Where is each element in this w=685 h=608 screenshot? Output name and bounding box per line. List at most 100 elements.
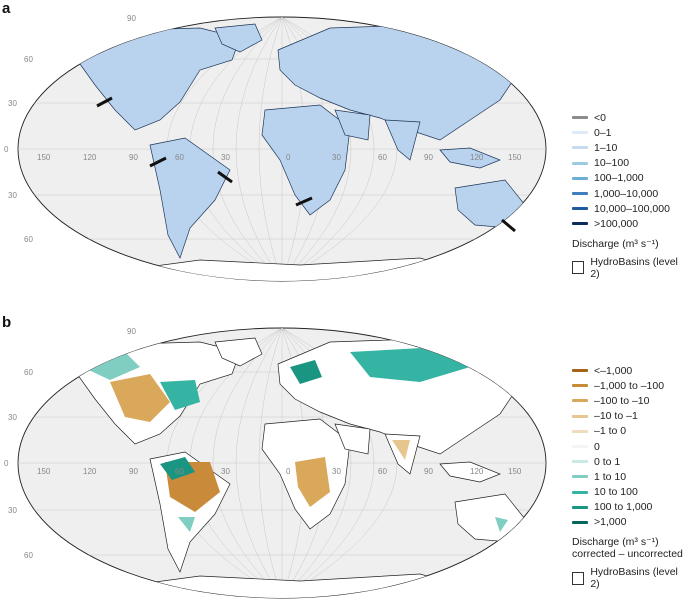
lat-label-top-b: 90: [127, 327, 136, 336]
india-a: [384, 119, 421, 161]
legend-swatch: [572, 176, 588, 180]
lon-label-a-120w: 120: [83, 153, 97, 162]
north-america-a: [69, 27, 241, 131]
legend-swatch: [572, 369, 588, 373]
legend-swatch: [572, 475, 588, 479]
panel-b-map: 90 60 30 0 30 60 150 120 90 60 30 0 30 6…: [4, 327, 547, 599]
legend-label: 0 to 1: [594, 455, 621, 468]
legend-label: –100 to –10: [594, 394, 650, 407]
legend-swatch: [572, 505, 588, 509]
lat-label-b-60n: 60: [24, 368, 33, 377]
lat-label-a-30n: 30: [8, 99, 17, 108]
lon-label-b-120w: 120: [83, 467, 97, 476]
lon-label-b-30w: 30: [221, 467, 230, 476]
legend-swatch: [572, 399, 588, 403]
greenland-b: [214, 337, 263, 367]
patch-siberia-teal: [350, 347, 470, 382]
legend-label: 10 to 100: [594, 486, 638, 499]
lon-label-b-90e: 90: [424, 467, 433, 476]
legend-swatch: [572, 429, 588, 433]
legend-swatch: [572, 222, 588, 226]
basin-outline-swatch: [572, 571, 585, 585]
patch-amazon-teal: [160, 457, 195, 480]
legend-b-title: Discharge (m³ s⁻¹): [572, 536, 659, 549]
panel-b-legend-item: –10 to –1: [572, 409, 684, 424]
lon-label-b-150e: 150: [508, 467, 522, 476]
patch-europe-teal: [290, 360, 322, 384]
panel-a-legend-item: 10–100: [572, 156, 684, 171]
panel-a-label: a: [2, 0, 11, 17]
legend-label: 10,000–100,000: [594, 202, 670, 215]
legend-label: >100,000: [594, 217, 639, 230]
legend-label: 100 to 1,000: [594, 501, 653, 514]
legend-label: >1,000: [594, 516, 627, 529]
patch-na-teal: [80, 352, 140, 380]
legend-a-basins-label: HydroBasins (level 2): [590, 255, 678, 280]
legend-label: –1 to 0: [594, 425, 627, 438]
lon-label-a-150w: 150: [37, 153, 51, 162]
difference-patches-b: [80, 347, 508, 532]
lon-label-a-30e: 30: [332, 153, 341, 162]
legend-label: 1–10: [594, 141, 618, 154]
lat-label-b-0: 0: [4, 459, 9, 468]
legend-swatch: [572, 445, 588, 449]
legend-label: <0: [594, 111, 606, 124]
patch-australia-teal: [495, 517, 508, 532]
legend-swatch: [572, 520, 588, 524]
panel-a-legend-item: 0–1: [572, 125, 684, 140]
lon-label-a-0: 0: [286, 153, 291, 162]
lon-label-a-120e: 120: [470, 153, 484, 162]
panel-a-legend-item: >100,000: [572, 216, 684, 231]
panel-a-legend-item: 1–10: [572, 140, 684, 155]
lat-label-a-60n: 60: [24, 55, 33, 64]
arabia-a: [334, 109, 371, 141]
panel-b-legend-item: 0 to 1: [572, 454, 684, 469]
lon-label-b-90w: 90: [129, 467, 138, 476]
panel-b-legend-item: 1 to 10: [572, 469, 684, 484]
legend-b-basins: HydroBasins (level 2): [572, 566, 684, 590]
legend-label: 0–1: [594, 126, 612, 139]
arabia-b: [334, 423, 371, 455]
legend-label: –1,000 to –100: [594, 379, 665, 392]
south-america-a: [149, 137, 231, 259]
lon-label-a-60w: 60: [175, 153, 184, 162]
land-a: [69, 23, 526, 259]
legend-b: <–1,000 –1,000 to –100 –100 to –10 –10 to –…: [572, 363, 684, 590]
legend-label: 100–1,000: [594, 172, 644, 185]
panel-b-legend-item: 0: [572, 439, 684, 454]
legend-swatch: [572, 490, 588, 494]
legend-label: <–1,000: [594, 364, 633, 377]
panel-a-map: 90 60 30 0 30 60 150 120 90 60 30 0 30 6…: [4, 14, 547, 282]
legend-a-basins: HydroBasins (level 2): [572, 256, 684, 280]
panel-a-legend-item: <0: [572, 110, 684, 125]
lon-label-a-90e: 90: [424, 153, 433, 162]
lon-label-b-150w: 150: [37, 467, 51, 476]
legend-b-subtitle: corrected – uncorrected: [572, 548, 683, 561]
lat-label-b-30n: 30: [8, 413, 17, 422]
legend-a: <0 0–1 1–10 10–100 100–1,000 1,000–10,000 10,0…: [572, 110, 684, 280]
se-asia-islands-a: [439, 147, 501, 169]
lon-label-b-120e: 120: [470, 467, 484, 476]
panel-a-legend-item: 10,000–100,000: [572, 201, 684, 216]
panel-b-legend-item: <–1,000: [572, 363, 684, 378]
panel-a-legend-item: 1,000–10,000: [572, 186, 684, 201]
lat-label-a-0: 0: [4, 145, 9, 154]
panel-b-legend-item: 100 to 1,000: [572, 500, 684, 515]
panel-b-legend-item: >1,000: [572, 515, 684, 530]
greenland-a: [214, 23, 263, 53]
legend-label: 10–100: [594, 157, 630, 170]
patch-east-na-teal: [160, 380, 200, 410]
lon-label-a-150e: 150: [508, 153, 522, 162]
legend-label: 1,000–10,000: [594, 187, 659, 200]
lat-label-a-60s: 60: [24, 235, 33, 244]
lon-label-a-30w: 30: [221, 153, 230, 162]
lat-label-b-30s: 30: [8, 506, 17, 515]
panel-a-legend-item: 100–1,000: [572, 171, 684, 186]
legend-swatch: [572, 131, 588, 135]
legend-swatch: [572, 384, 588, 388]
patch-sa-south-teal: [178, 517, 195, 532]
legend-b-basins-label: HydroBasins (level 2): [590, 566, 678, 591]
panel-b-legend-item: –1,000 to –100: [572, 378, 684, 393]
africa-a: [261, 104, 351, 216]
arrows-a: [96, 96, 516, 233]
